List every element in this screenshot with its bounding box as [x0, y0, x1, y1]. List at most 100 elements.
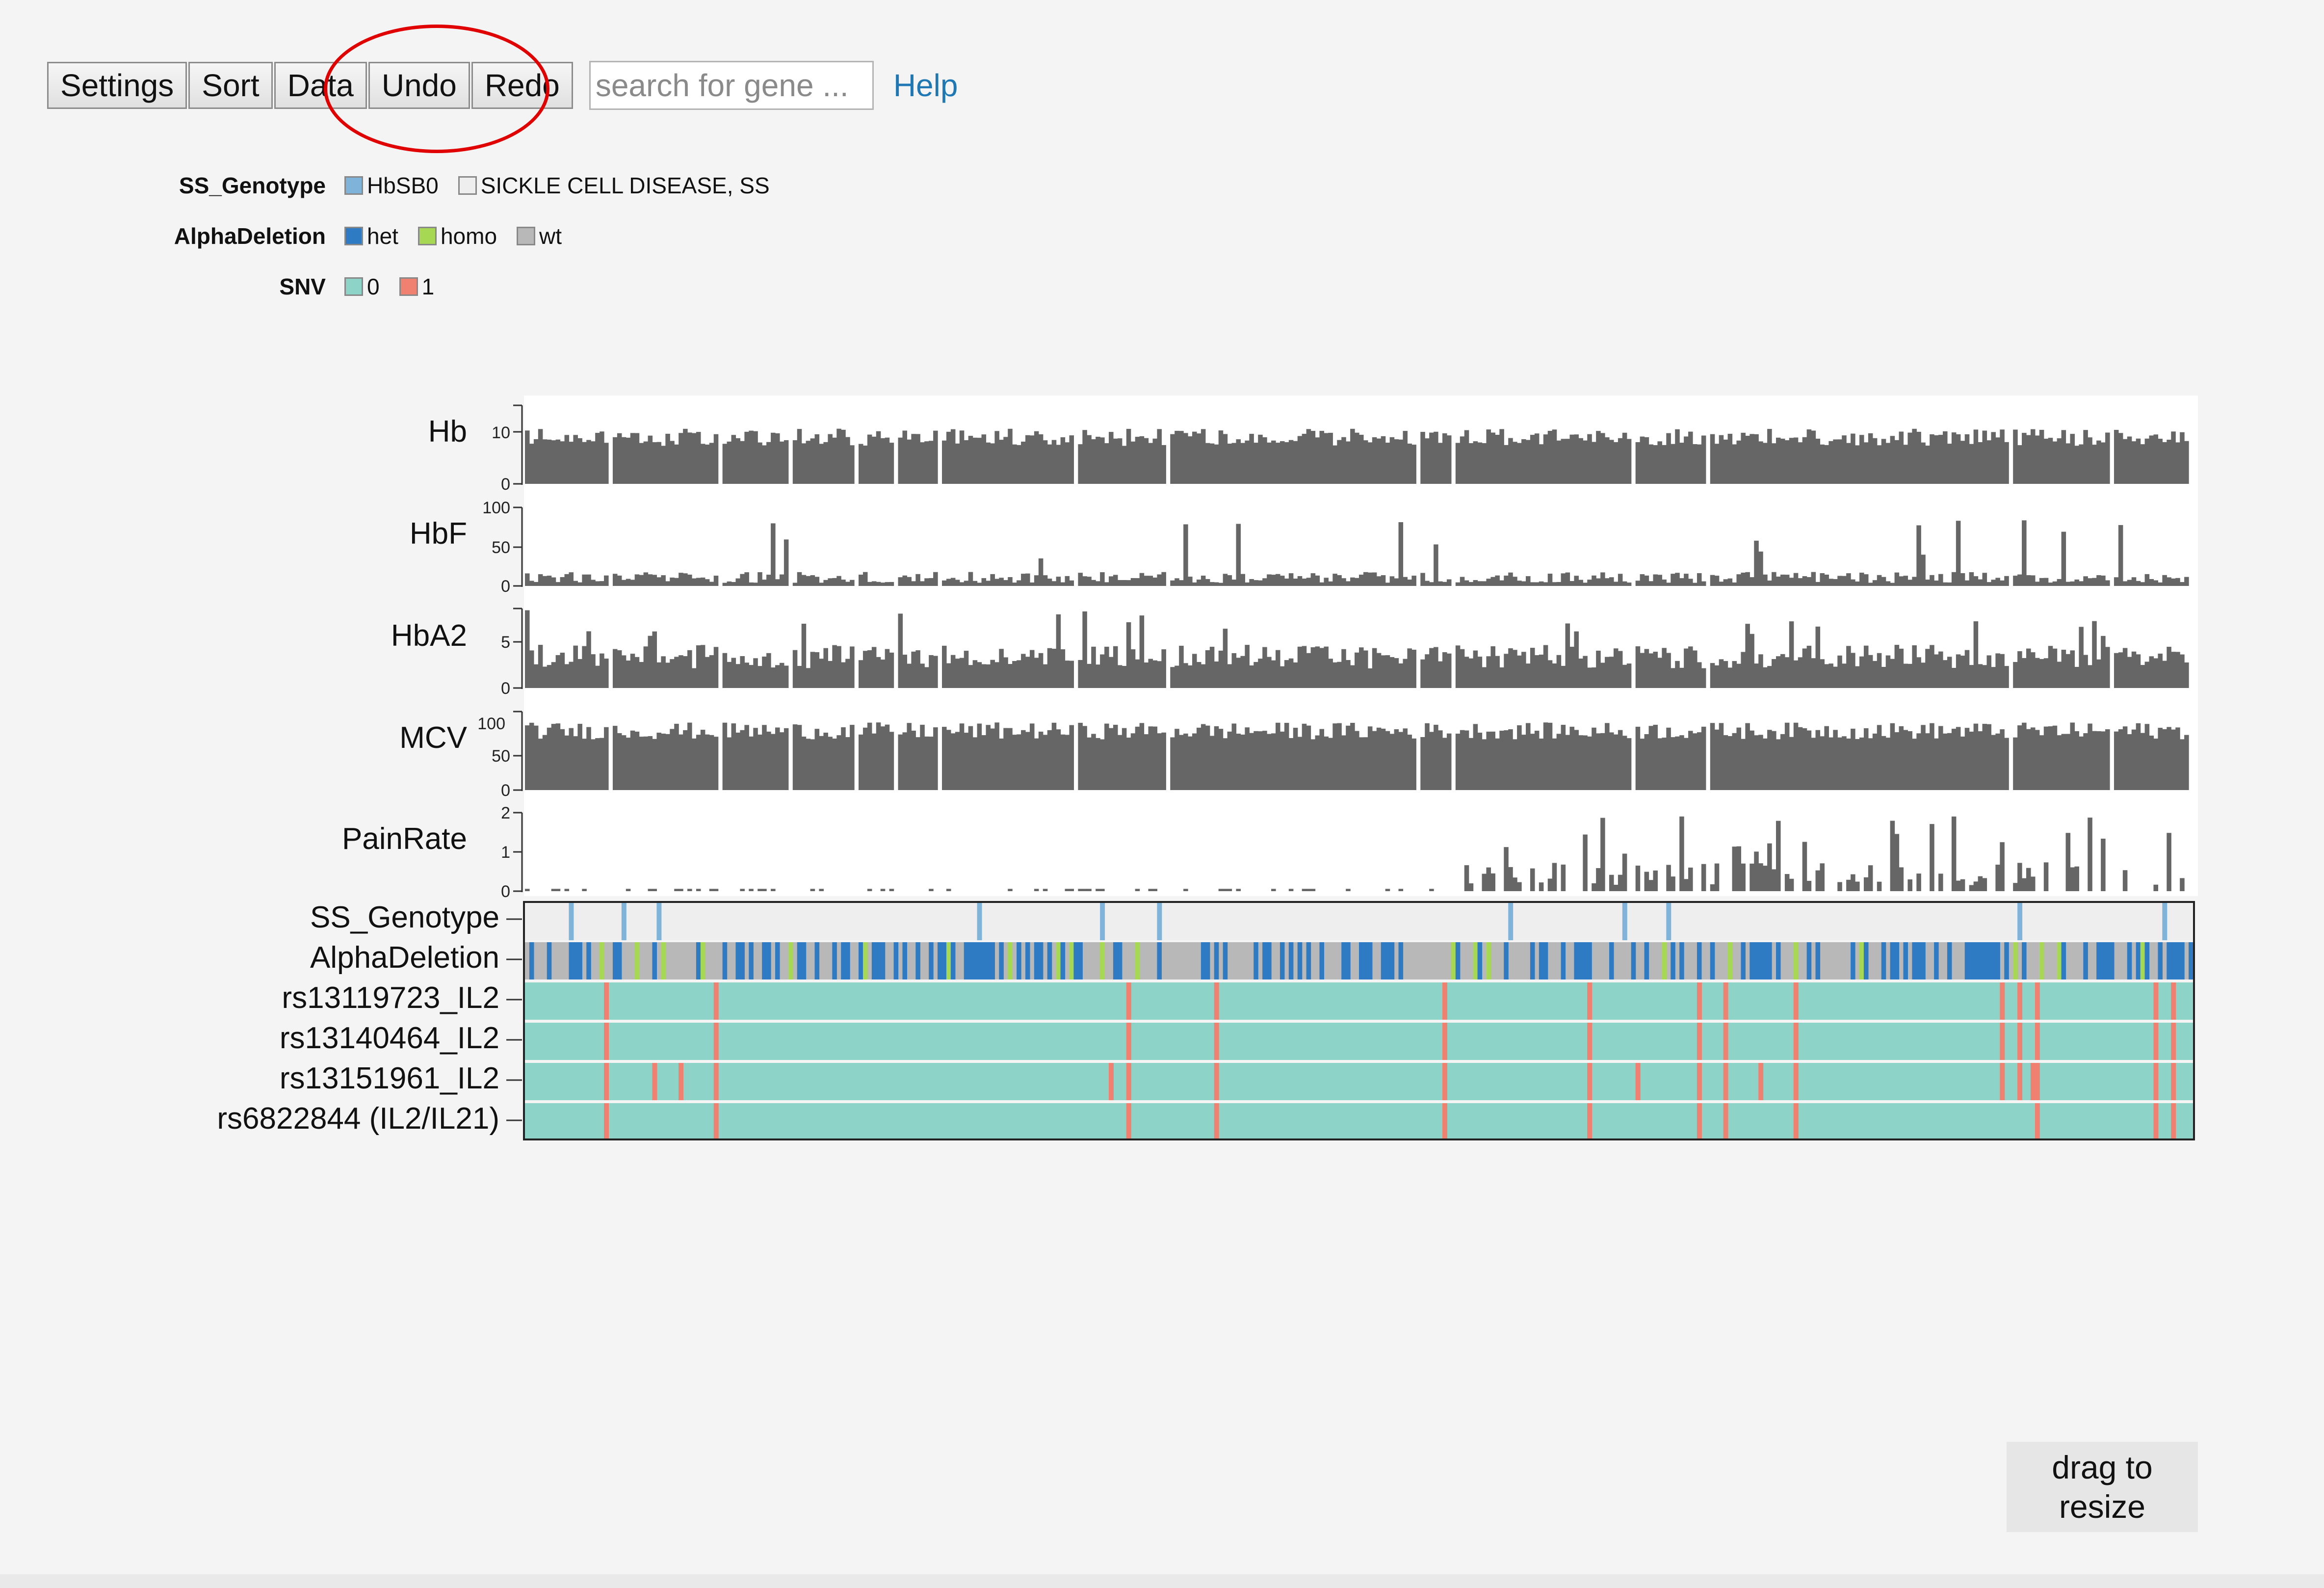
bar-mcv-36 — [683, 730, 688, 790]
bar-hba2-68 — [823, 648, 828, 688]
bar-mcv-144 — [1157, 733, 1162, 790]
bar-hb-196 — [1385, 443, 1390, 484]
bar-hbf-349 — [2057, 579, 2062, 586]
bar-mcv-318 — [1921, 725, 1926, 790]
bar-hba2-286 — [1780, 654, 1785, 688]
bar-hba2-359 — [2101, 635, 2106, 688]
bar-mcv-300 — [1842, 736, 1847, 790]
bar-hba2-195 — [1381, 655, 1386, 688]
bar-hba2-275 — [1732, 661, 1737, 688]
bar-hbf-32 — [665, 581, 670, 586]
bar-mcv-205 — [1425, 723, 1430, 790]
bar-hba2-41 — [705, 657, 710, 688]
settings-button[interactable]: Settings — [47, 62, 187, 109]
bar-painrate-81 — [880, 889, 886, 891]
bar-mcv-38 — [692, 738, 697, 790]
alpha-deletion-cell-het-361 — [2110, 942, 2115, 979]
alpha-deletion-cell-het-86 — [902, 942, 908, 979]
bar-hba2-192 — [1367, 668, 1373, 688]
bar-hb-331 — [1978, 442, 1983, 484]
snv-row-1-cell-344 — [2035, 1023, 2040, 1060]
bar-painrate-218 — [1482, 873, 1487, 891]
bar-hbf-207 — [1434, 544, 1438, 586]
bar-hb-279 — [1750, 434, 1754, 484]
bar-hb-205 — [1425, 438, 1430, 484]
bar-hba2-149 — [1179, 645, 1184, 688]
bar-hb-6 — [551, 440, 556, 484]
bar-hba2-266 — [1693, 650, 1697, 688]
bar-mcv-239 — [1574, 730, 1579, 790]
bar-hbf-290 — [1798, 578, 1803, 586]
bar-hb-23 — [626, 437, 631, 484]
bar-mcv-166 — [1253, 731, 1258, 790]
alpha-deletion-cell-het-104 — [981, 942, 987, 979]
help-link[interactable]: Help — [893, 68, 958, 103]
bar-mcv-260 — [1666, 727, 1671, 790]
alpha-deletion-cell-het-240 — [1578, 942, 1583, 979]
bar-hba2-339 — [2013, 662, 2018, 688]
bar-hba2-40 — [700, 645, 705, 688]
bar-hba2-276 — [1736, 663, 1742, 688]
sort-button[interactable]: Sort — [188, 62, 273, 109]
bar-hba2-239 — [1574, 631, 1579, 688]
bar-mcv-284 — [1772, 731, 1776, 790]
bar-hba2-309 — [1881, 667, 1886, 688]
bar-hb-35 — [679, 433, 683, 484]
bar-hbf-373 — [2162, 575, 2167, 586]
bar-painrate-281 — [1758, 863, 1763, 891]
bar-hbf-104 — [981, 578, 987, 586]
data-button[interactable]: Data — [274, 62, 367, 109]
bar-hb-242 — [1587, 434, 1592, 484]
bar-hba2-159 — [1223, 629, 1228, 688]
bar-hba2-323 — [1943, 660, 1948, 688]
bar-mcv-237 — [1565, 735, 1570, 790]
bar-hbf-353 — [2074, 579, 2079, 586]
bar-hba2-127 — [1082, 611, 1087, 688]
snv-row-1-cell-157 — [1214, 1023, 1219, 1060]
bar-hb-243 — [1592, 442, 1596, 484]
bar-hba2-38 — [692, 668, 697, 688]
bar-painrate-303 — [1855, 881, 1860, 891]
bar-mcv-184 — [1332, 723, 1337, 790]
gene-search-input[interactable] — [589, 61, 874, 110]
bar-hbf-297 — [1828, 579, 1833, 586]
bar-hba2-352 — [2070, 650, 2075, 688]
bar-mcv-204 — [1420, 737, 1425, 790]
track-label-painrate: PainRate — [342, 822, 467, 856]
bar-painrate-42 — [709, 889, 714, 891]
bar-hb-103 — [977, 438, 982, 484]
bar-hbf-205 — [1425, 581, 1430, 586]
bar-painrate-229 — [1530, 868, 1535, 891]
bar-hb-121 — [1056, 445, 1061, 484]
bar-hba2-312 — [1894, 645, 1900, 688]
bar-hb-179 — [1310, 431, 1316, 484]
bar-mcv-281 — [1758, 735, 1763, 790]
legend-label: 0 — [367, 274, 380, 299]
bar-painrate-160 — [1227, 889, 1232, 891]
bar-hbf-16 — [595, 581, 600, 586]
bar-hb-231 — [1539, 444, 1544, 484]
bar-hba2-246 — [1605, 657, 1610, 688]
bar-mcv-314 — [1903, 730, 1908, 790]
bar-hb-3 — [538, 429, 543, 484]
row-label-rs13119723: rs13119723_IL2 — [282, 981, 499, 1015]
bar-mcv-256 — [1648, 726, 1654, 790]
bar-painrate-364 — [2122, 870, 2128, 891]
alpha-deletion-cell-het-241 — [1583, 942, 1588, 979]
bar-hbf-128 — [1087, 577, 1092, 586]
bar-hb-164 — [1245, 440, 1250, 484]
bar-mcv-306 — [1868, 738, 1873, 790]
bar-hba2-121 — [1056, 614, 1061, 688]
bar-hbf-110 — [1008, 577, 1013, 586]
bar-hbf-70 — [832, 578, 837, 586]
bar-hbf-119 — [1047, 579, 1052, 586]
alpha-deletion-cell-het-168 — [1262, 942, 1267, 979]
bar-hbf-303 — [1855, 581, 1860, 586]
undo-button[interactable]: Undo — [368, 62, 470, 109]
bar-mcv-325 — [1951, 729, 1957, 790]
bar-hb-136 — [1122, 446, 1127, 484]
alpha-deletion-cell-het-51 — [749, 942, 754, 979]
bar-mcv-97 — [950, 733, 956, 790]
bar-hbf-99 — [959, 582, 965, 586]
drag-to-resize-handle[interactable]: drag to resize — [2007, 1442, 2198, 1532]
